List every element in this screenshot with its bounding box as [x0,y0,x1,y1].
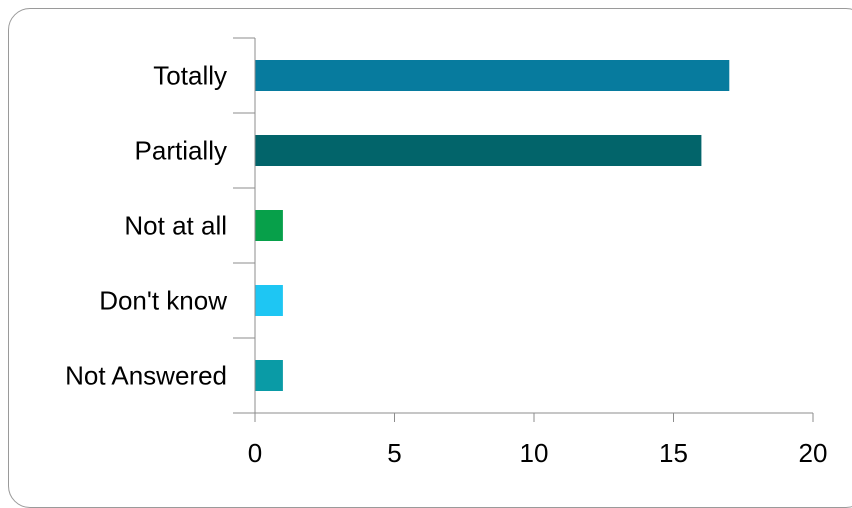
bar-don-t-know [255,285,283,316]
category-labels: Totally Partially Not at all Don't know Not … [65,61,227,391]
axes-group [254,38,813,414]
bar-partially [255,135,702,166]
chart-frame [8,8,852,508]
category-label-not-answered: Not Answered [65,361,227,391]
x-tick-label: 10 [520,438,549,468]
bar-chart: Totally Partially Not at all Don't know Not … [65,37,828,468]
x-axis-ticks [254,413,814,422]
x-tick-label: 20 [799,438,828,468]
category-label-not-at-all: Not at all [124,211,227,241]
category-label-partially: Partially [135,136,227,166]
x-tick-label: 5 [387,438,401,468]
y-axis-ticks [233,37,255,414]
bar-not-answered [255,360,283,391]
x-tick-label: 0 [248,438,262,468]
category-label-totally: Totally [153,61,227,91]
x-tick-labels: 0 5 10 15 20 [248,438,828,468]
category-label-don-t-know: Don't know [99,286,227,316]
x-tick-label: 15 [659,438,688,468]
bar-not-at-all [255,210,283,241]
bars-group [255,60,730,391]
bar-totally [255,60,730,91]
